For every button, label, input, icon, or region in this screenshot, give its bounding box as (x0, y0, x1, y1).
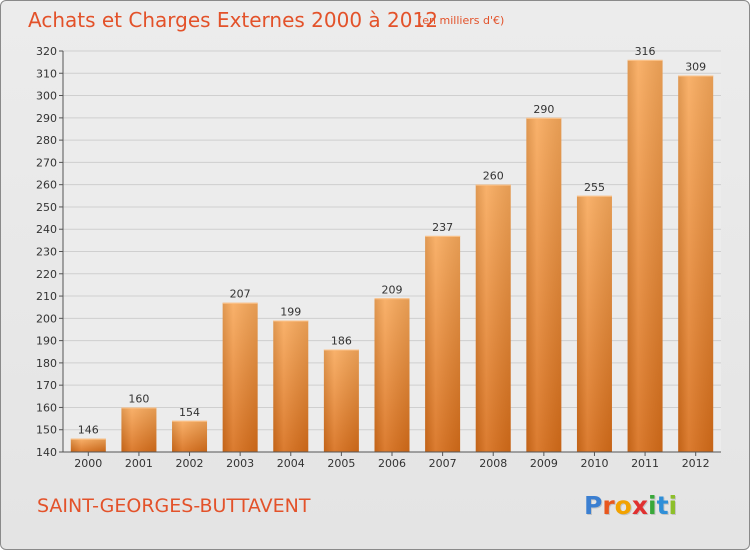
y-tick-label: 170 (36, 379, 57, 392)
x-tick-label: 2007 (429, 457, 457, 470)
data-label: 146 (78, 424, 99, 437)
bar-shade (576, 195, 612, 453)
bar-shade (475, 184, 511, 452)
x-tick-label: 2005 (327, 457, 355, 470)
data-label: 186 (331, 335, 352, 348)
data-label: 316 (635, 45, 656, 58)
y-tick-label: 300 (36, 90, 57, 103)
logo-letter: x (631, 491, 648, 520)
x-tick-label: 2001 (125, 457, 153, 470)
data-label: 290 (533, 103, 554, 116)
bar-shade (70, 438, 106, 452)
logo-letter: r (602, 491, 615, 520)
data-label: 154 (179, 406, 200, 419)
bar (425, 235, 461, 452)
logo-letter: o (614, 491, 632, 520)
y-tick-label: 180 (36, 357, 57, 370)
chart-subtitle: (en milliers d'€) (418, 14, 505, 27)
y-tick-label: 200 (36, 312, 57, 325)
data-label: 237 (432, 221, 453, 234)
x-tick-label: 2011 (631, 457, 659, 470)
y-tick-label: 150 (36, 424, 57, 437)
x-axis: 2000 2001 2002 2003 2004 2005 2006 2007 2008 2009… (63, 451, 721, 470)
bar-shade (627, 59, 663, 453)
bars (70, 59, 714, 453)
proxiti-logo[interactable]: Proxiti (584, 491, 677, 520)
y-tick-label: 290 (36, 112, 57, 125)
data-label: 260 (483, 170, 504, 183)
data-label: 309 (685, 61, 706, 74)
bar-shade (121, 407, 157, 452)
bar (172, 420, 208, 452)
x-tick-label: 2006 (378, 457, 406, 470)
y-tick-label: 210 (36, 290, 57, 303)
y-tick-label: 260 (36, 179, 57, 192)
bar-shade (222, 302, 258, 452)
y-tick-label: 230 (36, 246, 57, 259)
city-name: SAINT-GEORGES-BUTTAVENT (37, 495, 311, 517)
y-tick-label: 240 (36, 223, 57, 236)
y-tick-label: 220 (36, 268, 57, 281)
x-tick-label: 2000 (74, 457, 102, 470)
bar-shade (273, 320, 309, 452)
x-tick-label: 2002 (176, 457, 204, 470)
x-tick-label: 2003 (226, 457, 254, 470)
logo-letter: i (648, 491, 657, 520)
y-axis: 140 150 160 170 180 190 200 210 220 230 240 250 260 2… (36, 45, 64, 459)
y-tick-label: 320 (36, 45, 57, 58)
bar (70, 438, 106, 452)
bar (475, 184, 511, 452)
bar-shade (323, 349, 359, 452)
data-labels: 146 160 154 207 199 186 209 237 260 290 255 316 309 (78, 45, 706, 437)
data-label: 209 (382, 283, 403, 296)
data-label: 199 (280, 306, 301, 319)
bar (526, 117, 562, 452)
data-label: 160 (128, 392, 149, 405)
data-label: 207 (230, 288, 251, 301)
bar-shade (172, 420, 208, 452)
y-tick-label: 310 (36, 67, 57, 80)
bar (222, 302, 258, 452)
x-tick-label: 2009 (530, 457, 558, 470)
chart-title: Achats et Charges Externes 2000 à 2012 (28, 8, 438, 32)
bar-shade (425, 235, 461, 452)
bar-shade (526, 117, 562, 452)
bar (121, 407, 157, 452)
logo-letter: i (668, 491, 678, 520)
y-tick-label: 250 (36, 201, 57, 214)
bar (627, 59, 663, 453)
x-tick-label: 2010 (580, 457, 608, 470)
y-tick-label: 140 (36, 446, 57, 459)
y-tick-label: 190 (36, 335, 57, 348)
x-tick-label: 2004 (277, 457, 305, 470)
bar (273, 320, 309, 452)
y-tick-label: 160 (36, 401, 57, 414)
x-tick-label: 2008 (479, 457, 507, 470)
bar (374, 298, 410, 452)
bar (576, 195, 612, 453)
data-label: 255 (584, 181, 605, 194)
bar-shade (678, 75, 714, 452)
bar (323, 349, 359, 452)
logo-letter: P (584, 491, 603, 520)
x-tick-label: 2012 (682, 457, 710, 470)
logo-letter: t (656, 491, 669, 520)
y-tick-label: 270 (36, 156, 57, 169)
bar (678, 75, 714, 452)
bar-shade (374, 298, 410, 452)
y-tick-label: 280 (36, 134, 57, 147)
